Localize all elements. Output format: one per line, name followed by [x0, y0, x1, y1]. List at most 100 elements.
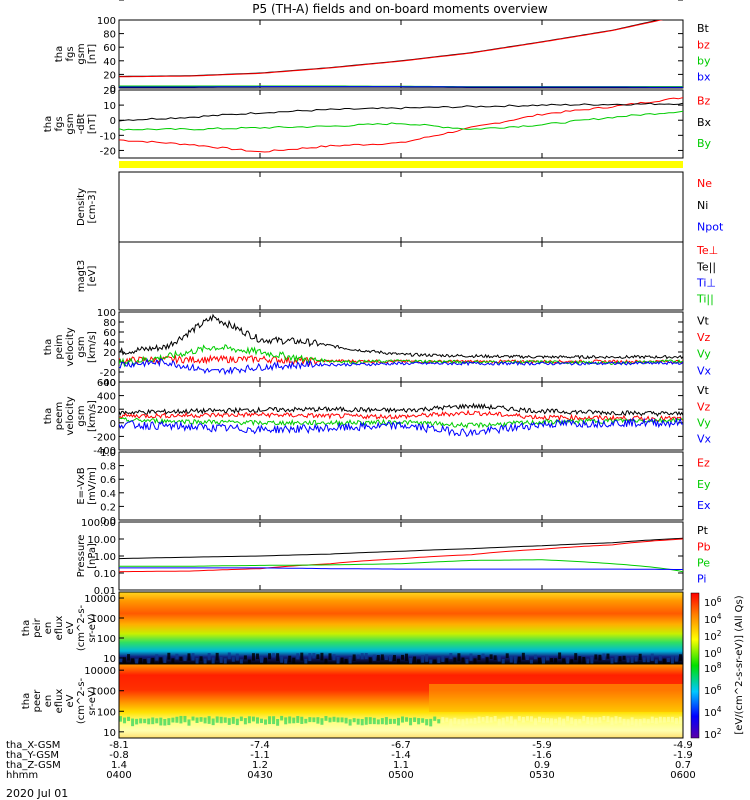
- spectrogram-cell: [340, 657, 344, 664]
- spectrogram-cell: [332, 716, 336, 722]
- spectrogram-cell: [493, 655, 497, 661]
- spectrogram-band: [429, 684, 683, 712]
- y-axis-label-line: [km/s]: [87, 331, 98, 363]
- spectrogram-cell: [280, 715, 284, 721]
- spectrogram-cell: [304, 718, 308, 724]
- spectrogram-cell: [219, 716, 223, 724]
- spectrogram-cell: [388, 655, 392, 662]
- spectrogram-cell: [586, 658, 590, 664]
- spectrogram-cell: [227, 718, 231, 725]
- legend-entry-Ne: Ne: [697, 177, 712, 190]
- y-tick-label: -40: [100, 378, 116, 389]
- spectrogram-cell: [139, 657, 143, 664]
- series-line-Vx: [119, 358, 683, 376]
- spectrogram-cell: [167, 652, 171, 660]
- spectrogram-cell: [143, 718, 147, 724]
- spectrogram-cell: [203, 717, 207, 724]
- spectrogram-cell: [477, 716, 481, 724]
- spectrogram-cell: [489, 654, 493, 660]
- y-axis-label: Pressure [nPa]: [76, 535, 98, 578]
- y-axis-label-line: [nT]: [87, 114, 98, 134]
- spectrogram-cell: [163, 718, 167, 726]
- y-tick-label: 40: [103, 338, 116, 349]
- spectrogram-cell: [328, 717, 332, 723]
- spectrogram-cell: [296, 653, 300, 660]
- y-tick-label: 100: [97, 634, 116, 645]
- quality-flag-bar: [119, 161, 683, 168]
- spectrogram-cell: [300, 716, 304, 724]
- y-axis-label-line: sr-eV): [87, 613, 98, 642]
- spectrogram-cell: [638, 653, 642, 661]
- spectrogram-cell: [203, 658, 207, 664]
- panel-temperature: 10210010-210-410-610-810-1010-12magt3[eV…: [76, 0, 718, 311]
- spectrogram-cell: [211, 657, 215, 664]
- spectrogram-cell: [207, 653, 211, 661]
- legend-entry-Vy: Vy: [697, 416, 711, 429]
- spectrogram-cell: [304, 658, 308, 664]
- y-tick-label: 10-10: [91, 0, 116, 3]
- spectrogram-cell: [618, 717, 622, 723]
- y-tick-label: 0.01: [94, 586, 116, 597]
- y-axis-label-line: peer: [32, 689, 43, 713]
- spectrogram-cell: [268, 716, 272, 725]
- y-axis-label-line: velocity: [65, 396, 76, 435]
- y-tick-label: 20: [103, 86, 116, 97]
- x-axis-value: 1.4: [111, 760, 127, 771]
- series-line-bz: [119, 20, 664, 78]
- x-axis-value: 0.9: [534, 760, 550, 771]
- spectrogram-cell: [344, 658, 348, 664]
- spectrogram-cell: [308, 717, 312, 723]
- series-group: [119, 537, 683, 573]
- spectrogram-cell: [151, 717, 155, 725]
- y-tick-label: 20: [103, 348, 116, 359]
- y-tick-label: -20: [100, 368, 116, 379]
- legend-entry-Ti⊥: Ti⊥: [696, 276, 716, 289]
- spectrogram-cell: [453, 657, 457, 663]
- spectrogram-cell: [348, 656, 352, 664]
- y-tick-label: 0.4: [100, 489, 116, 500]
- spectrogram-cell: [646, 719, 650, 724]
- y-tick-label: 10-12: [91, 0, 116, 3]
- spectrogram-cell: [457, 719, 461, 725]
- spectrogram-cell: [550, 658, 554, 663]
- spectrogram-cell: [473, 717, 477, 724]
- y-tick-label: 1.00: [94, 552, 116, 563]
- spectrogram-cell: [155, 718, 159, 724]
- colorbar-tick-label: 102: [704, 727, 722, 741]
- series-line-Bz: [119, 97, 683, 153]
- legend-entry-bz: bz: [697, 38, 710, 51]
- y-tick-label: 100.00: [81, 518, 116, 529]
- spectrogram-cell: [360, 718, 364, 726]
- spectrogram-cell: [678, 654, 682, 662]
- spectrogram-cell: [626, 719, 630, 726]
- spectrogram-cell: [199, 656, 203, 662]
- spectrogram-cell: [537, 716, 541, 723]
- y-axis-label-line: fgs: [54, 116, 65, 131]
- series-line-Pe: [119, 559, 683, 573]
- spectrogram-cell: [590, 717, 594, 725]
- spectrogram-cell: [505, 716, 509, 722]
- spectrogram-cell: [409, 657, 413, 664]
- spectrogram-cell: [469, 653, 473, 661]
- spectrogram-cell: [666, 657, 670, 663]
- panel-peir_en_eflux: 10000 1000 100 10 tha peir en eflux eV (cm^2-s-sr…: [21, 591, 684, 665]
- series-line-Vx: [119, 417, 683, 438]
- spectrogram-cell: [441, 655, 445, 662]
- y-tick-label: -10: [100, 131, 116, 142]
- y-tick-label: 10: [103, 728, 116, 739]
- spectrogram-cell: [175, 716, 179, 723]
- panel-frame: [118, 521, 684, 591]
- spectrogram-cell: [183, 715, 187, 723]
- spectrogram-cell: [131, 658, 135, 663]
- y-tick-label: 0.10: [94, 569, 116, 580]
- x-axis-value: 0500: [388, 770, 413, 781]
- y-axis-label: tha peem velocity gsm [km/s]: [43, 396, 98, 435]
- y-tick-label: 10-6: [96, 0, 116, 3]
- panel-peem_velocity: 600 400 200 0 -200 -400 tha peem velocity gsm [km/…: [43, 378, 712, 457]
- spectrogram-cell: [582, 656, 586, 664]
- legend-entry-Ez: Ez: [697, 457, 710, 470]
- y-axis-label-line: (cm^2-s-: [76, 604, 87, 651]
- spectrogram-cell: [417, 718, 421, 725]
- spectrogram-cell: [449, 653, 453, 659]
